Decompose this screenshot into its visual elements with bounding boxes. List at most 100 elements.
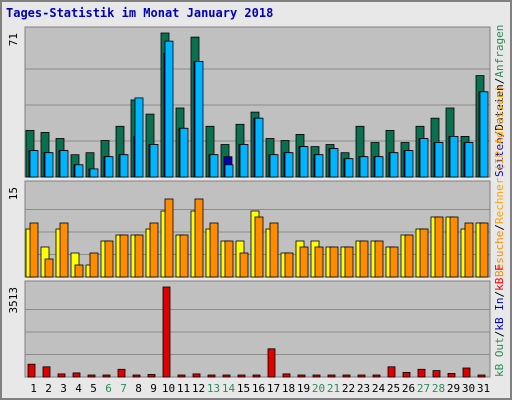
bar-kb-f-day-31 xyxy=(477,374,486,378)
y-axis-max-label: 15 xyxy=(7,187,20,200)
x-tick-label-day-8: 8 xyxy=(135,382,142,395)
bar-kb-f-day-15 xyxy=(237,374,246,378)
bar-seiten-day-29 xyxy=(449,135,459,178)
requests-files-panel: 71 xyxy=(7,26,491,178)
bar-seiten-day-7 xyxy=(119,154,129,178)
x-tick-label-day-6: 6 xyxy=(105,382,112,395)
x-tick-label-day-11: 11 xyxy=(177,382,190,395)
bar-besuche-day-4 xyxy=(74,264,84,278)
bar-kb-f-day-28 xyxy=(432,370,441,378)
bar-seiten-day-25 xyxy=(389,152,399,178)
bar-seiten-day-3 xyxy=(59,150,69,178)
bar-seiten-day-12 xyxy=(194,61,204,178)
legend-item-seiten: Seiten xyxy=(493,137,506,177)
bar-kb-f-day-21 xyxy=(327,374,336,378)
x-tick-label-day-28: 28 xyxy=(432,382,445,395)
bar-kb-f-day-26 xyxy=(402,371,411,378)
bar-seiten-day-14 xyxy=(224,164,234,178)
bar-besuche-day-25 xyxy=(389,246,399,278)
bar-kb-f-day-29 xyxy=(447,372,456,378)
legend-text: Besuche/Rechner (IP-Adressen) xyxy=(493,85,506,277)
bar-kb-f-day-22 xyxy=(342,374,351,378)
legend-item-kb-out: kB Out xyxy=(493,337,506,377)
bar-kb-f-day-13 xyxy=(207,374,216,378)
bar-seiten-day-30 xyxy=(464,142,474,178)
bar-besuche-day-11 xyxy=(179,234,189,278)
bar-seiten-day-9 xyxy=(149,144,159,178)
bar-seiten-day-27 xyxy=(419,138,429,178)
bar-besuche-day-31 xyxy=(479,222,489,278)
bar-kb-f-day-4 xyxy=(72,372,81,378)
bar-seiten-day-24 xyxy=(374,156,384,178)
bar-besuche-day-24 xyxy=(374,240,384,278)
bar-besuche-day-6 xyxy=(104,240,114,278)
bar-besuche-day-3 xyxy=(59,222,69,278)
bar-seiten-day-17 xyxy=(269,154,279,178)
x-tick-label-day-18: 18 xyxy=(282,382,295,395)
bar-besuche-day-21 xyxy=(329,246,339,278)
legend-separator: / xyxy=(493,331,506,338)
bar-seiten-day-13 xyxy=(209,154,219,178)
bar-besuche-day-26 xyxy=(404,234,414,278)
x-tick-label-day-26: 26 xyxy=(402,382,415,395)
bar-kb-f-day-27 xyxy=(417,368,426,378)
x-tick-label-day-14: 14 xyxy=(222,382,236,395)
bar-besuche-day-9 xyxy=(149,222,159,278)
bar-besuche-day-22 xyxy=(344,246,354,278)
legend-visits-hosts: Besuche/Rechner (IP-Adressen) xyxy=(493,85,506,277)
x-tick-label-day-20: 20 xyxy=(312,382,325,395)
x-tick-label-day-27: 27 xyxy=(417,382,430,395)
x-tick-label-day-1: 1 xyxy=(30,382,37,395)
bar-besuche-day-16 xyxy=(254,216,264,278)
bar-besuche-day-27 xyxy=(419,228,429,278)
bar-besuche-day-20 xyxy=(314,246,324,278)
bar-kb-f-day-2 xyxy=(42,366,51,378)
bar-seiten-day-20 xyxy=(314,154,324,178)
legend-separator: / xyxy=(493,131,506,138)
bar-seiten-day-2 xyxy=(44,152,54,178)
legend-separator: / xyxy=(493,291,506,298)
visits-hosts-panel: 15 xyxy=(7,180,491,278)
bar-seiten-day-15 xyxy=(239,144,249,178)
bar-kb-f-day-11 xyxy=(177,374,186,378)
bar-seiten-day-8 xyxy=(134,97,144,178)
bar-kb-f-day-18 xyxy=(282,373,291,378)
bar-kb-f-day-30 xyxy=(462,367,471,378)
x-axis-labels: 1 2 3 4 5 6 7 8 9 10 11 12 13 14 15 16 17 18 19 20 21 22 23 24 2… xyxy=(30,382,490,395)
x-tick-label-day-10: 10 xyxy=(162,382,175,395)
legend-separator: / xyxy=(493,224,506,231)
bar-kb-f-day-8 xyxy=(132,374,141,378)
bar-kb-f-day-3 xyxy=(57,373,66,378)
bar-besuche-day-14 xyxy=(224,240,234,278)
y-axis-max-label: 3513 xyxy=(7,287,20,314)
x-tick-label-day-24: 24 xyxy=(372,382,386,395)
bar-besuche-day-23 xyxy=(359,240,369,278)
bar-seiten-day-5 xyxy=(89,168,99,178)
x-tick-label-day-17: 17 xyxy=(267,382,280,395)
bar-kb-f-day-14 xyxy=(222,374,231,378)
x-tick-label-day-2: 2 xyxy=(45,382,52,395)
bar-kb-f-day-5 xyxy=(87,374,96,378)
bar-kb-f-day-1 xyxy=(27,363,36,378)
legend-item-rechner-ip-adressen-: Rechner (IP-Adressen) xyxy=(493,85,506,224)
bar-seiten-day-6 xyxy=(104,156,114,178)
bar-seiten-day-18 xyxy=(284,152,294,178)
bar-seiten-day-28 xyxy=(434,142,444,178)
bar-seiten-day-22 xyxy=(344,158,354,178)
x-tick-label-day-23: 23 xyxy=(357,382,370,395)
bar-seiten-day-19 xyxy=(299,146,309,178)
bar-kb-f-day-10 xyxy=(162,286,171,378)
bar-seiten-day-16 xyxy=(254,117,264,178)
x-tick-label-day-15: 15 xyxy=(237,382,250,395)
bar-seiten-day-1 xyxy=(29,150,39,178)
x-tick-label-day-21: 21 xyxy=(327,382,340,395)
plot-background xyxy=(24,280,491,378)
bar-seiten-day-26 xyxy=(404,150,414,178)
bar-kb-f-day-24 xyxy=(372,374,381,378)
bar-besuche-day-5 xyxy=(89,252,99,278)
x-tick-label-day-29: 29 xyxy=(447,382,460,395)
bar-kb-f-day-6 xyxy=(102,374,111,378)
x-tick-label-day-12: 12 xyxy=(192,382,205,395)
y-axis-max-label: 71 xyxy=(7,33,20,46)
legend-item-dateien: Dateien xyxy=(493,84,506,130)
